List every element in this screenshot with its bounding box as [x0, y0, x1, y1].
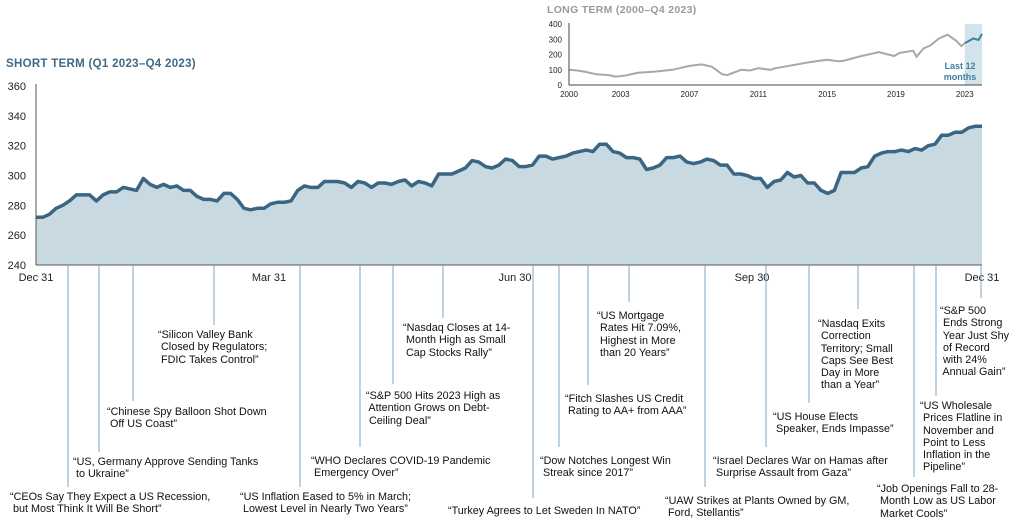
inset-x-tick-label: 2015	[818, 90, 836, 99]
annotation-label: “US Mortgage Rates Hit 7.09%, Highest in…	[597, 310, 682, 359]
inset-x-tick-label: 2023	[956, 90, 974, 99]
y-tick-label: 340	[8, 111, 26, 123]
annotation-label: “Nasdaq Exits Correction Territory; Smal…	[818, 318, 894, 392]
annotation-label: “Chinese Spy Balloon Shot Down Off US Co…	[107, 406, 267, 431]
inset-x-tick-label: 2000	[560, 90, 578, 99]
annotation-label: “UAW Strikes at Plants Owned by GM, Ford…	[665, 495, 850, 520]
inset-y-tick-label: 100	[549, 66, 563, 75]
annotation-label: “US, Germany Approve Sending Tanks to Uk…	[73, 456, 259, 481]
annotation-label: “Israel Declares War on Hamas after Surp…	[713, 455, 888, 480]
annotation-label: “Job Openings Fall to 28- Month Low as U…	[877, 483, 999, 520]
inset-y-tick-label: 0	[558, 81, 563, 90]
annotation-label: “Nasdaq Closes at 14- Month High as Smal…	[403, 322, 511, 359]
inset-x-tick-label: 2011	[750, 90, 768, 99]
short-term-area	[36, 126, 982, 265]
y-tick-label: 240	[8, 260, 26, 272]
y-tick-label: 260	[8, 230, 26, 242]
inset-x-tick-label: 2019	[887, 90, 905, 99]
y-tick-label: 320	[8, 141, 26, 153]
annotation-label: “Fitch Slashes US Credit Rating to AA+ f…	[565, 393, 687, 418]
y-tick-label: 280	[8, 200, 26, 212]
annotation-label: “Silicon Valley Bank Closed by Regulator…	[158, 329, 268, 366]
inset-y-tick-label: 200	[549, 51, 563, 60]
y-tick-label: 300	[8, 171, 26, 183]
annotation-label: “US Inflation Eased to 5% in March; Lowe…	[240, 491, 412, 516]
inset-y-tick-label: 300	[549, 35, 563, 44]
annotation-label: “CEOs Say They Expect a US Recession, bu…	[10, 491, 211, 516]
annotation-label: “Dow Notches Longest Win Streak since 20…	[540, 455, 671, 480]
short-term-line	[36, 124, 982, 220]
x-tick-label: Dec 31	[19, 272, 54, 284]
long-term-title: LONG TERM (2000–Q4 2023)	[547, 4, 697, 16]
x-tick-label: Mar 31	[252, 272, 286, 284]
annotation-label: “Turkey Agrees to Let Sweden In NATO”	[448, 505, 641, 517]
annotation-label: “WHO Declares COVID-19 Pandemic Emergenc…	[311, 455, 491, 480]
last-12-months-line	[964, 33, 983, 44]
last-12-months-label: Last 12	[944, 61, 975, 71]
last-12-months-label: months	[944, 72, 977, 82]
annotation-label: “S&P 500 Ends Strong Year Just Shy of Re…	[940, 305, 1010, 379]
inset-x-tick-label: 2007	[681, 90, 699, 99]
annotation-label: “US Wholesale Prices Flatline in Novembe…	[920, 400, 1003, 474]
annotation-label: “US House Elects Speaker, Ends Impasse”	[773, 411, 894, 436]
y-tick-label: 360	[8, 81, 26, 93]
annotation-label: “S&P 500 Hits 2023 High as Attention Gro…	[366, 390, 501, 427]
short-term-title: SHORT TERM (Q1 2023–Q4 2023)	[6, 58, 196, 70]
x-tick-label: Dec 31	[965, 272, 1000, 284]
inset-x-tick-label: 2003	[612, 90, 630, 99]
x-tick-label: Jun 30	[498, 272, 531, 284]
inset-y-tick-label: 400	[549, 20, 563, 29]
long-term-line	[568, 33, 966, 78]
x-tick-label: Sep 30	[735, 272, 770, 284]
